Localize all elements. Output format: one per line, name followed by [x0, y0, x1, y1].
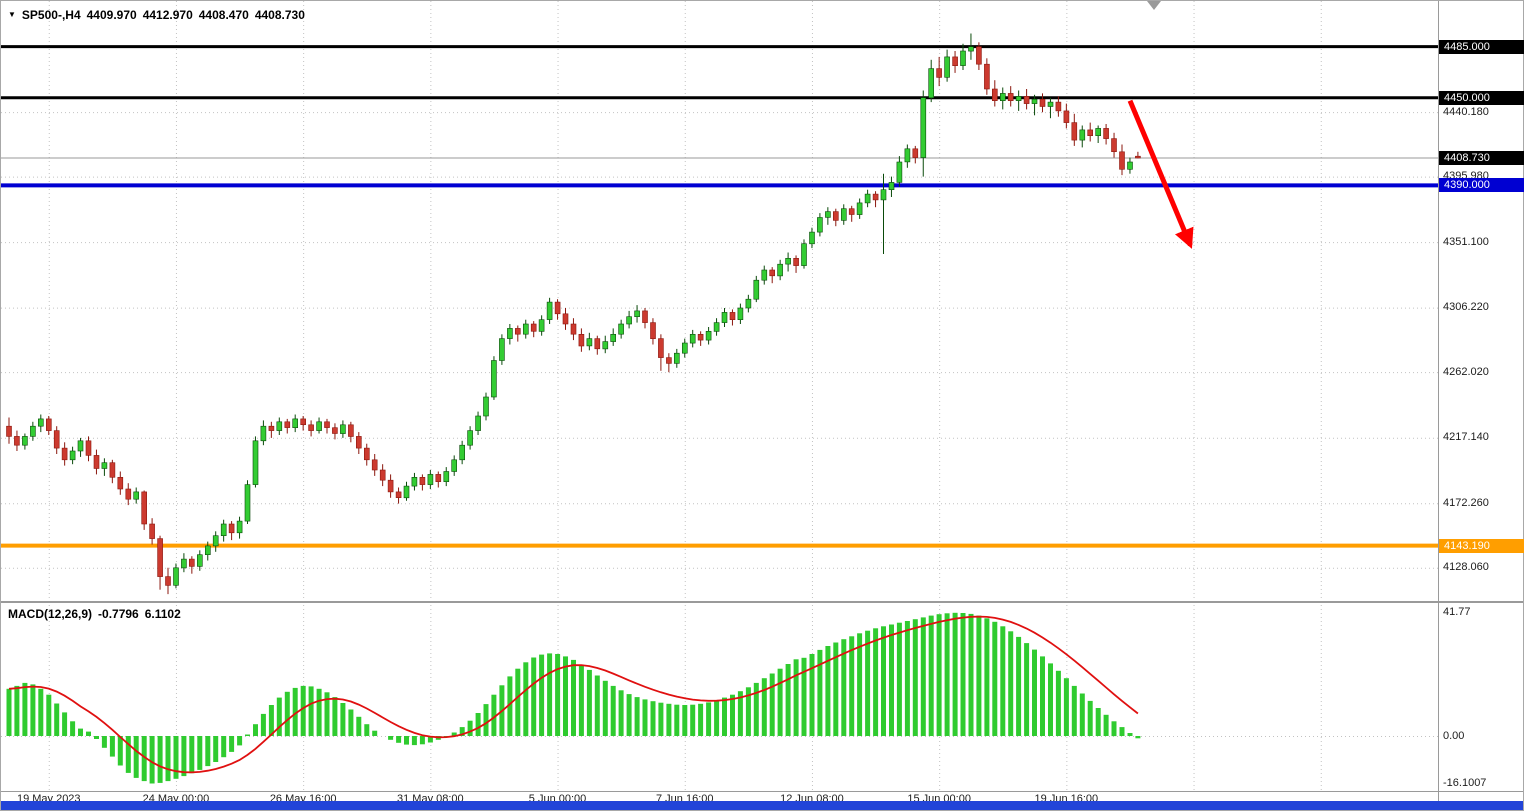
taskbar-strip[interactable]	[1, 801, 1523, 810]
macd-indicator-name: MACD(12,26,9)	[8, 607, 93, 621]
trend-arrow[interactable]	[1127, 99, 1194, 249]
macd-histogram	[6, 612, 1141, 784]
ohlc-open-value: 4409.970	[86, 8, 137, 22]
symbol-dropdown-icon[interactable]: ▼	[8, 10, 16, 19]
macd-main-value: -0.7796	[98, 607, 139, 621]
grid-layer	[1, 1, 1438, 791]
ohlc-close-value: 4408.730	[254, 8, 305, 22]
ohlc-low-value: 4408.470	[198, 8, 249, 22]
macd-indicator-header: MACD(12,26,9) -0.7796 6.1102	[8, 607, 181, 621]
chart-title: ▼ SP500-,H4 4409.970 4412.970 4408.470 4…	[8, 8, 305, 22]
chart-shift-marker-icon[interactable]	[1147, 1, 1161, 10]
candles-layer	[6, 33, 1141, 595]
macd-signal-value: 6.1102	[144, 607, 181, 621]
macd-signal-line	[8, 615, 1139, 774]
horizontal-level-lines[interactable]	[1, 45, 1438, 548]
symbol-period-label: SP500-,H4	[21, 8, 81, 22]
ohlc-high-value: 4412.970	[142, 8, 193, 22]
